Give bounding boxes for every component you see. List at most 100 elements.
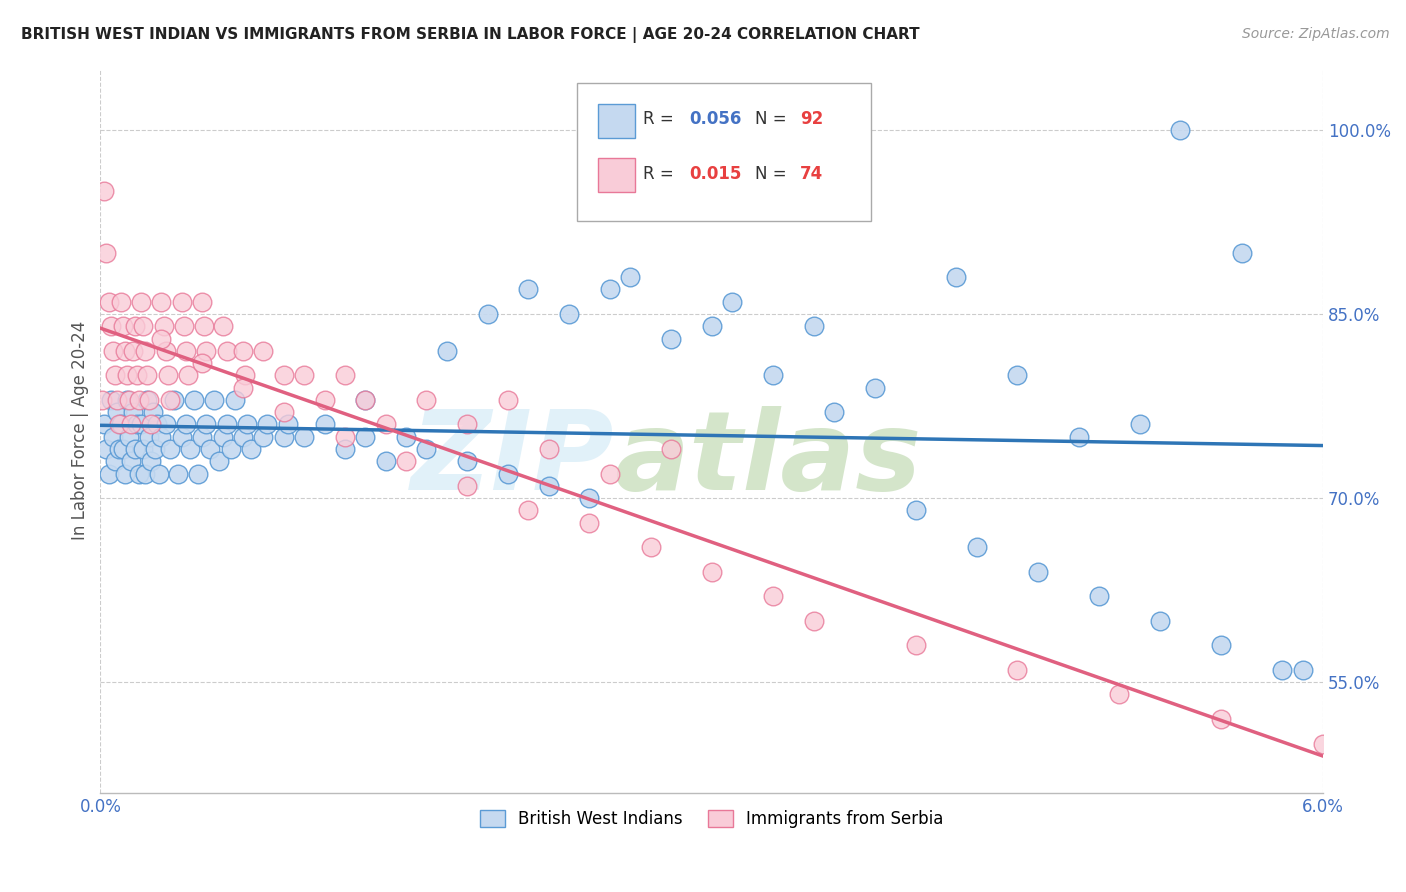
- Point: [1211, 712, 1233, 726]
- Point: [100, 392, 122, 407]
- Point: [104, 454, 127, 468]
- Point: [115, 392, 138, 407]
- Point: [191, 430, 214, 444]
- Point: [146, 417, 169, 432]
- Point: [1170, 123, 1192, 137]
- Point: [170, 430, 193, 444]
- Point: [354, 392, 377, 407]
- Point: [111, 319, 134, 334]
- Point: [93, 417, 115, 432]
- Point: [1007, 368, 1029, 383]
- Point: [138, 430, 160, 444]
- Point: [273, 405, 295, 419]
- Point: [374, 417, 396, 432]
- Point: [1129, 417, 1152, 432]
- Point: [179, 442, 201, 456]
- Point: [314, 417, 336, 432]
- Text: 92: 92: [800, 111, 823, 128]
- Point: [136, 392, 159, 407]
- Point: [211, 430, 233, 444]
- Point: [578, 516, 600, 530]
- Point: [374, 454, 396, 468]
- Point: [273, 368, 295, 383]
- Point: [159, 442, 181, 456]
- Point: [96, 442, 118, 456]
- Point: [640, 540, 662, 554]
- Point: [333, 368, 356, 383]
- Text: 0.015: 0.015: [690, 164, 742, 183]
- Point: [456, 454, 478, 468]
- Point: [456, 479, 478, 493]
- Point: [619, 270, 641, 285]
- Point: [183, 392, 205, 407]
- Point: [215, 343, 238, 358]
- Point: [193, 319, 215, 334]
- FancyBboxPatch shape: [578, 83, 870, 220]
- Point: [138, 392, 160, 407]
- Point: [107, 442, 129, 456]
- Point: [762, 368, 785, 383]
- Point: [166, 467, 188, 481]
- Point: [134, 467, 156, 481]
- Point: [129, 294, 152, 309]
- Point: [177, 368, 200, 383]
- Point: [1230, 245, 1253, 260]
- Point: [134, 343, 156, 358]
- Point: [721, 294, 744, 309]
- Point: [150, 430, 173, 444]
- Point: [97, 467, 120, 481]
- Point: [224, 392, 246, 407]
- Point: [122, 343, 145, 358]
- Point: [1108, 688, 1130, 702]
- Text: 74: 74: [800, 164, 823, 183]
- Point: [292, 368, 315, 383]
- Point: [150, 332, 173, 346]
- Point: [823, 405, 845, 419]
- Point: [215, 417, 238, 432]
- Point: [120, 454, 142, 468]
- Point: [700, 319, 723, 334]
- Point: [148, 467, 170, 481]
- Point: [101, 430, 124, 444]
- Point: [159, 392, 181, 407]
- Point: [110, 417, 132, 432]
- Point: [537, 442, 560, 456]
- Point: [904, 639, 927, 653]
- Point: [415, 392, 437, 407]
- Point: [803, 319, 825, 334]
- Point: [232, 430, 254, 444]
- FancyBboxPatch shape: [598, 104, 634, 138]
- Point: [91, 392, 114, 407]
- Point: [1149, 614, 1171, 628]
- Point: [236, 417, 259, 432]
- Point: [111, 442, 134, 456]
- Point: [132, 442, 155, 456]
- Point: [100, 319, 122, 334]
- Point: [1271, 663, 1294, 677]
- Point: [122, 405, 145, 419]
- Point: [395, 454, 418, 468]
- Point: [170, 294, 193, 309]
- Point: [105, 405, 128, 419]
- Point: [115, 368, 138, 383]
- Point: [477, 307, 499, 321]
- Point: [966, 540, 988, 554]
- Point: [700, 565, 723, 579]
- Point: [163, 392, 186, 407]
- Point: [156, 368, 179, 383]
- Point: [803, 614, 825, 628]
- Point: [517, 282, 540, 296]
- Point: [125, 417, 148, 432]
- Point: [1088, 589, 1111, 603]
- Point: [187, 467, 209, 481]
- Point: [200, 442, 222, 456]
- Point: [1211, 639, 1233, 653]
- Point: [141, 454, 163, 468]
- Point: [104, 368, 127, 383]
- Point: [599, 467, 621, 481]
- FancyBboxPatch shape: [598, 158, 634, 193]
- Point: [1067, 430, 1090, 444]
- Point: [191, 356, 214, 370]
- Point: [96, 245, 118, 260]
- Point: [114, 343, 136, 358]
